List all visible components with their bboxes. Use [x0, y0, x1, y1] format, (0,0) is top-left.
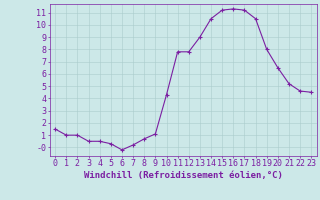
- X-axis label: Windchill (Refroidissement éolien,°C): Windchill (Refroidissement éolien,°C): [84, 171, 283, 180]
